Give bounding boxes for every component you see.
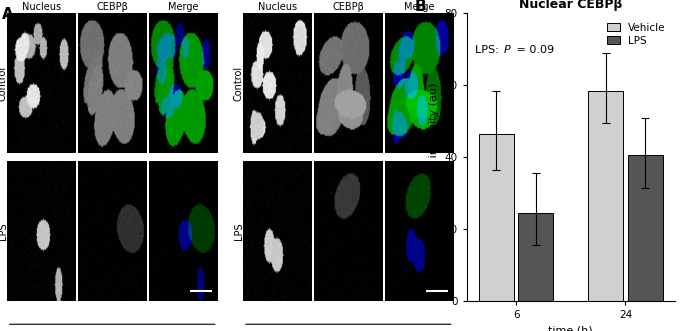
Text: LPS:: LPS: (475, 45, 502, 55)
Legend: Vehicle, LPS: Vehicle, LPS (603, 19, 669, 50)
Title: Merge: Merge (169, 2, 199, 13)
Bar (479, 134, 514, 301)
Title: Nucleus: Nucleus (21, 2, 61, 13)
Text: B: B (415, 0, 427, 14)
Y-axis label: fluorescence intensity (au): fluorescence intensity (au) (429, 82, 439, 232)
Text: P: P (503, 45, 510, 55)
X-axis label: time (h): time (h) (549, 326, 593, 331)
Bar (627, 156, 662, 301)
Title: Nucleus: Nucleus (258, 2, 297, 13)
Bar (519, 213, 553, 301)
Y-axis label: LPS: LPS (234, 222, 244, 240)
Y-axis label: Control: Control (0, 66, 8, 101)
Title: Nuclear CEBPβ: Nuclear CEBPβ (519, 0, 623, 11)
Title: Merge: Merge (404, 2, 435, 13)
Bar (588, 91, 623, 301)
Title: CEBPβ: CEBPβ (332, 2, 364, 13)
Text: = 0.09: = 0.09 (512, 45, 553, 55)
Y-axis label: LPS: LPS (0, 222, 8, 240)
Title: CEBPβ: CEBPβ (97, 2, 128, 13)
Y-axis label: Control: Control (234, 66, 244, 101)
Text: A: A (2, 8, 14, 23)
